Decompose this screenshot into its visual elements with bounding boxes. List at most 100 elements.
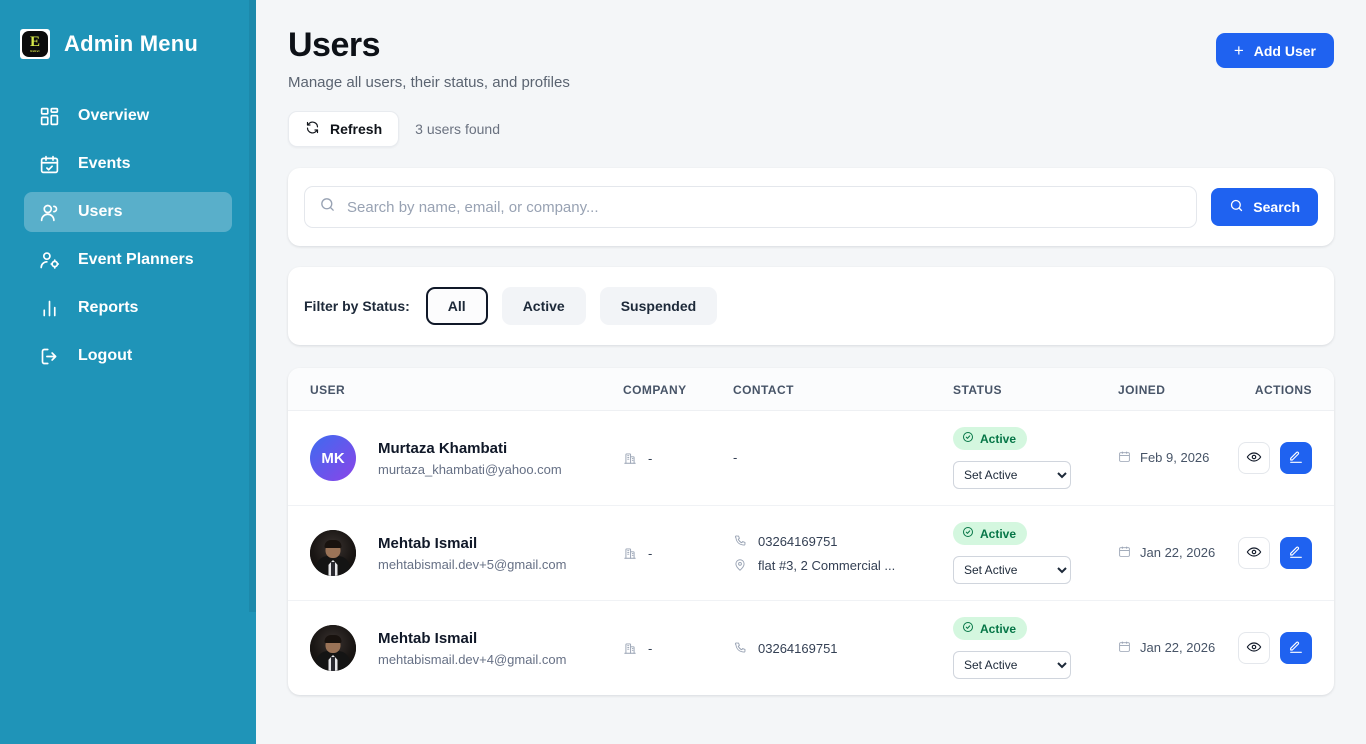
phone-icon <box>733 641 747 655</box>
contact-value: - <box>733 450 738 465</box>
refresh-button[interactable]: Refresh <box>288 111 400 147</box>
eye-icon <box>1246 449 1262 468</box>
sidebar-item-label: Reports <box>78 299 139 316</box>
calendar-icon <box>1118 545 1131 561</box>
contact-cell: 03264169751 flat #3, 2 Commercial ... <box>733 506 953 601</box>
page-header: Users Manage all users, their status, an… <box>288 26 1334 91</box>
calendar-icon <box>1118 450 1131 466</box>
add-user-label: Add User <box>1253 42 1316 59</box>
status-select[interactable]: Set Active Set Suspended <box>953 556 1071 584</box>
contact-phone: 03264169751 <box>758 640 838 656</box>
view-user-button[interactable] <box>1238 442 1270 474</box>
check-circle-icon <box>962 431 974 446</box>
actions-cell <box>1231 411 1334 506</box>
sidebar-item-users[interactable]: Users <box>24 192 232 232</box>
page-subtitle: Manage all users, their status, and prof… <box>288 74 570 91</box>
edit-user-button[interactable] <box>1280 632 1312 664</box>
phone-icon <box>733 534 747 548</box>
search-button-icon <box>1229 198 1244 216</box>
edit-pencil-icon <box>1288 449 1304 468</box>
app-logo-icon: E ExEvt <box>20 29 50 59</box>
sidebar-item-event-planners[interactable]: Event Planners <box>24 240 232 280</box>
users-table: USER COMPANY CONTACT STATUS JOINED ACTIO… <box>288 368 1334 695</box>
refresh-icon <box>305 120 320 138</box>
check-circle-icon <box>962 621 974 636</box>
joined-date: Jan 22, 2026 <box>1140 544 1216 560</box>
user-email: mehtabismail.dev+5@gmail.com <box>378 556 567 572</box>
status-cell: Active Set Active Set Suspended <box>953 506 1118 601</box>
joined-cell: Feb 9, 2026 <box>1118 411 1231 506</box>
status-badge-label: Active <box>980 526 1017 541</box>
contact-cell: 03264169751 <box>733 601 953 696</box>
sidebar-item-logout[interactable]: Logout <box>24 336 232 376</box>
avatar: MK <box>310 435 356 481</box>
filter-chip-suspended[interactable]: Suspended <box>599 287 718 325</box>
column-header-contact: CONTACT <box>733 368 953 411</box>
map-pin-icon <box>733 558 747 572</box>
sidebar-item-events[interactable]: Events <box>24 144 232 184</box>
status-select[interactable]: Set Active Set Suspended <box>953 461 1071 489</box>
add-user-button[interactable]: + Add User <box>1215 33 1334 68</box>
actions-cell <box>1231 506 1334 601</box>
refresh-row: Refresh 3 users found <box>288 111 1334 147</box>
search-button[interactable]: Search <box>1211 188 1318 226</box>
user-name: Murtaza Khambati <box>378 439 508 457</box>
brand: E ExEvt Admin Menu <box>0 22 256 66</box>
sidebar-item-reports[interactable]: Reports <box>24 288 232 328</box>
sidebar-scrollbar-thumb[interactable] <box>249 0 256 612</box>
calendar-check-icon <box>38 153 60 175</box>
joined-date: Jan 22, 2026 <box>1140 639 1216 655</box>
view-user-button[interactable] <box>1238 537 1270 569</box>
edit-user-button[interactable] <box>1280 442 1312 474</box>
calendar-icon <box>1118 640 1131 656</box>
user-name: Mehtab Ismail <box>378 534 478 552</box>
plus-icon: + <box>1233 41 1244 60</box>
contact-phone: 03264169751 <box>758 533 838 549</box>
table-row: Mehtab Ismail mehtabismail.dev+5@gmail.c… <box>288 506 1334 601</box>
filter-chip-active[interactable]: Active <box>501 287 586 325</box>
company-cell: - <box>623 506 733 601</box>
sidebar-scrollbar[interactable] <box>249 0 256 744</box>
contact-address: flat #3, 2 Commercial ... <box>758 557 896 573</box>
user-email: murtaza_khambati@yahoo.com <box>378 461 562 477</box>
table-body: MK Murtaza Khambati murtaza_khambati@yah… <box>288 411 1334 696</box>
user-gear-icon <box>38 249 60 271</box>
joined-cell: Jan 22, 2026 <box>1118 506 1231 601</box>
avatar <box>310 625 356 671</box>
eye-icon <box>1246 544 1262 563</box>
building-icon <box>623 546 637 560</box>
user-name: Mehtab Ismail <box>378 629 478 647</box>
filter-card: Filter by Status: All Active Suspended <box>288 267 1334 345</box>
search-field[interactable] <box>304 186 1198 228</box>
status-select[interactable]: Set Active Set Suspended <box>953 651 1071 679</box>
grid-icon <box>38 105 60 127</box>
company-value: - <box>648 545 653 561</box>
brand-title: Admin Menu <box>64 31 198 56</box>
sidebar-item-label: Users <box>78 203 123 220</box>
sidebar-item-label: Events <box>78 155 131 172</box>
view-user-button[interactable] <box>1238 632 1270 664</box>
logo-subtext: ExEvt <box>30 49 40 53</box>
check-circle-icon <box>962 526 974 541</box>
users-icon <box>38 201 60 223</box>
refresh-label: Refresh <box>330 121 383 137</box>
company-value: - <box>648 450 653 466</box>
company-value: - <box>648 640 653 656</box>
search-input[interactable] <box>347 198 1183 216</box>
edit-pencil-icon <box>1288 639 1304 658</box>
search-button-label: Search <box>1253 199 1300 215</box>
page-title: Users <box>288 26 381 64</box>
status-badge-label: Active <box>980 431 1017 446</box>
column-header-joined: JOINED <box>1118 368 1231 411</box>
status-badge: Active <box>953 522 1028 545</box>
sidebar-item-overview[interactable]: Overview <box>24 96 232 136</box>
users-table-card: USER COMPANY CONTACT STATUS JOINED ACTIO… <box>288 368 1334 695</box>
edit-user-button[interactable] <box>1280 537 1312 569</box>
sidebar-item-label: Logout <box>78 347 133 364</box>
edit-pencil-icon <box>1288 544 1304 563</box>
filter-chip-all[interactable]: All <box>425 287 488 325</box>
joined-date: Feb 9, 2026 <box>1140 449 1210 465</box>
sidebar-item-label: Event Planners <box>78 251 194 268</box>
user-email: mehtabismail.dev+4@gmail.com <box>378 651 567 667</box>
